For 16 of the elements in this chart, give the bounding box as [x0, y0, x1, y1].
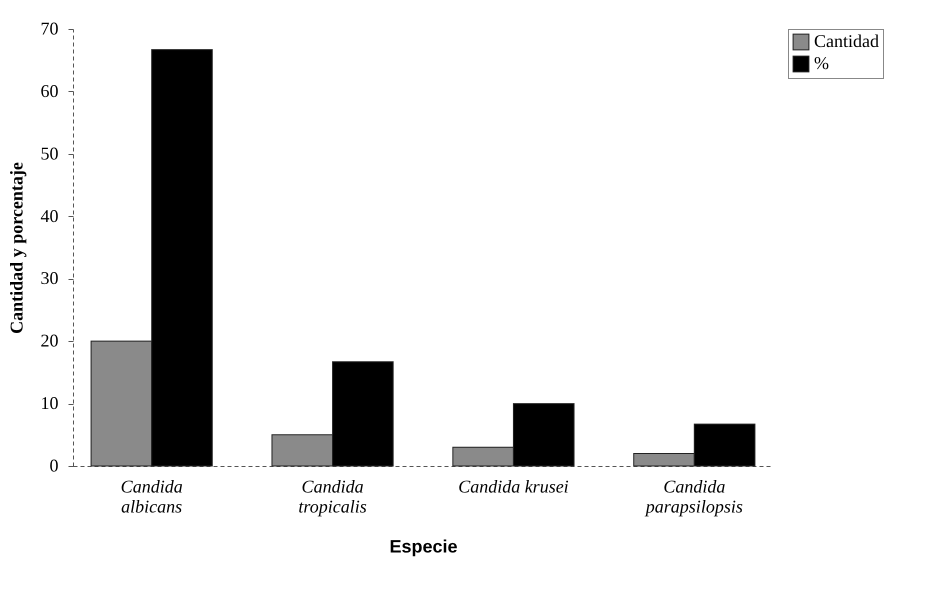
- y-tick-label: 70: [40, 18, 58, 38]
- y-axis-title: Cantidad y porcentaje: [6, 162, 26, 334]
- y-tick-label: 60: [40, 80, 58, 101]
- y-tick-label: 30: [40, 268, 58, 288]
- y-tick-label: 10: [40, 393, 58, 414]
- legend-label: %: [814, 53, 829, 73]
- x-tick-label: Candida tropicalis: [298, 476, 367, 516]
- y-tick-label: 20: [40, 330, 58, 351]
- y-tick-label: 50: [40, 143, 58, 164]
- legend-label: Cantidad: [814, 31, 879, 51]
- x-axis-title: Especie: [389, 536, 458, 556]
- x-tick-label: Candida parapsilopsis: [644, 476, 743, 516]
- x-tick-label: Candida albicans: [120, 476, 183, 516]
- y-tick-label: 0: [50, 456, 58, 476]
- y-tick-label: 40: [40, 206, 58, 226]
- x-tick-label: Candida krusei: [458, 476, 569, 496]
